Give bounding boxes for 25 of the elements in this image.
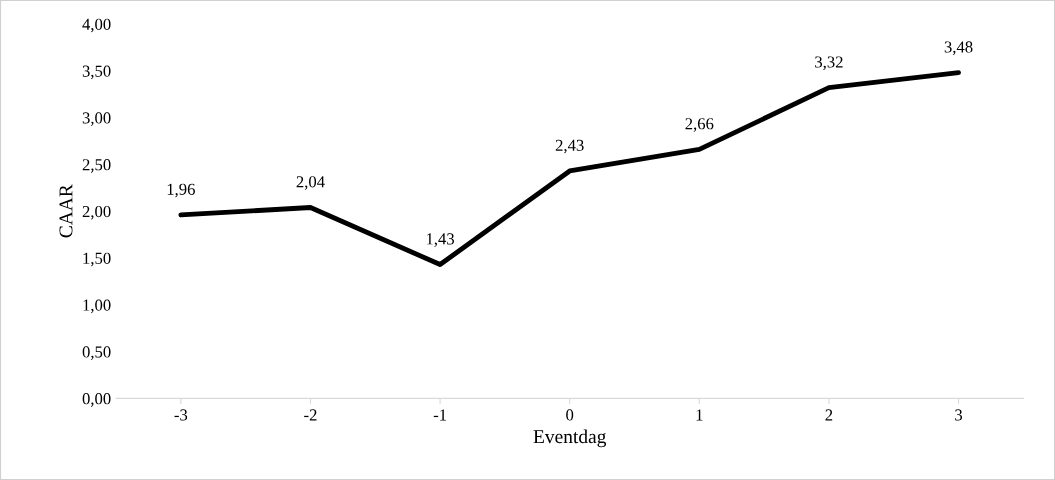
y-tick-label: 0,00 bbox=[82, 393, 111, 407]
x-tick-label: -1 bbox=[433, 409, 447, 421]
x-axis-title: Eventdag bbox=[533, 429, 607, 448]
x-tick-label: 3 bbox=[955, 409, 963, 421]
data-label: 2,66 bbox=[685, 118, 714, 132]
y-tick-label: 1,00 bbox=[83, 299, 111, 314]
y-tick-label: 0,50 bbox=[82, 346, 111, 360]
data-label: 3,32 bbox=[815, 56, 843, 70]
x-tick-label: -3 bbox=[174, 409, 188, 421]
data-label: 3,48 bbox=[944, 41, 973, 56]
y-tick-label: 1,50 bbox=[83, 252, 111, 267]
data-label: 1,43 bbox=[426, 233, 455, 247]
data-label: 1,96 bbox=[167, 183, 195, 198]
x-tick-label: -2 bbox=[304, 409, 317, 421]
y-tick-label: 4,00 bbox=[82, 18, 111, 33]
y-tick-label: 2,00 bbox=[82, 205, 111, 220]
data-label: 2,43 bbox=[555, 139, 584, 154]
x-tick-label: 2 bbox=[825, 409, 833, 421]
data-label: 2,04 bbox=[296, 176, 325, 190]
y-tick-label: 3,00 bbox=[82, 112, 111, 126]
x-tick-label: 0 bbox=[566, 409, 574, 421]
y-tick-label: 3,50 bbox=[82, 65, 111, 80]
y-axis-title: CAAR bbox=[59, 184, 73, 238]
x-tick-label: 1 bbox=[696, 409, 703, 421]
y-tick-label: 2,50 bbox=[82, 159, 111, 173]
